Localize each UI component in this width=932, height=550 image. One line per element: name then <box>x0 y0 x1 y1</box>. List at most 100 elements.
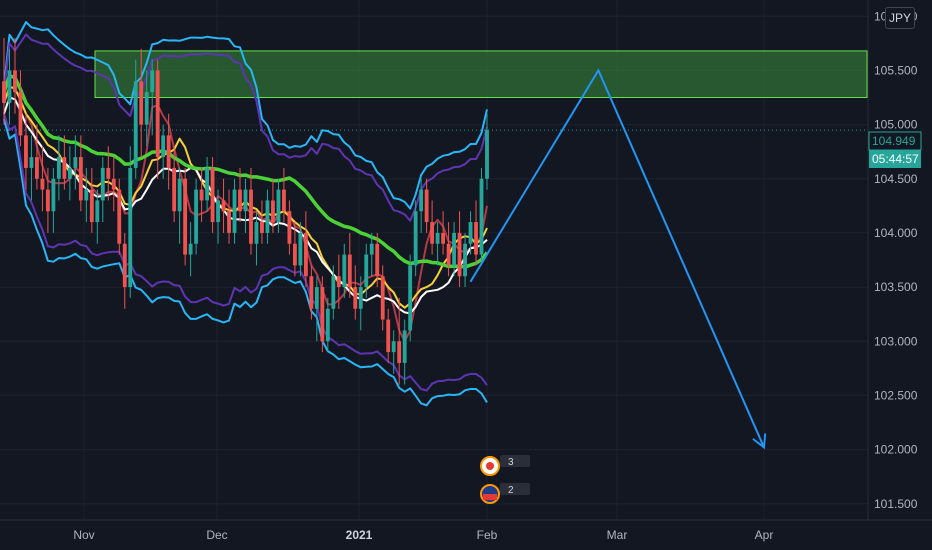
candle-body <box>413 211 418 266</box>
candle-body <box>342 254 347 288</box>
candle-body <box>479 178 484 255</box>
candle <box>419 178 424 233</box>
candle <box>133 59 138 179</box>
price-axis[interactable]: 106.000105.500105.000104.500104.000103.5… <box>874 9 918 511</box>
candle-body <box>24 135 28 168</box>
candle-body <box>238 189 242 212</box>
event-count-badge <box>500 455 530 467</box>
candle <box>238 167 242 223</box>
candle-body <box>276 189 281 223</box>
candle-body <box>325 308 330 342</box>
candle <box>51 167 56 233</box>
candle-body <box>221 200 226 212</box>
candle-body <box>243 189 248 212</box>
candle <box>62 135 67 190</box>
candle-body <box>314 287 319 309</box>
candles <box>2 37 489 385</box>
candle <box>260 200 264 244</box>
event-count-badge <box>500 483 530 495</box>
candle <box>474 200 478 266</box>
candle <box>364 243 369 298</box>
candle <box>18 70 23 147</box>
candle <box>100 157 105 223</box>
candle <box>402 319 407 385</box>
candle-body <box>380 276 385 320</box>
resistance-zone[interactable] <box>94 50 868 98</box>
candle <box>95 189 100 244</box>
candle <box>342 243 347 298</box>
candle <box>485 113 489 190</box>
candle-body <box>150 70 155 93</box>
time-tick-label: Feb <box>477 528 498 542</box>
time-axis[interactable]: Nov Dec 2021 Feb Mar Apr <box>73 528 773 542</box>
candle <box>468 211 473 255</box>
candle <box>35 124 39 190</box>
candle-body <box>67 167 72 179</box>
candle-body <box>40 178 45 190</box>
candle <box>298 222 303 277</box>
candle-body <box>265 200 270 233</box>
event-jp[interactable]: 3 <box>480 455 530 476</box>
candle-body <box>320 287 325 342</box>
candle-body <box>391 341 396 353</box>
candle-body <box>106 167 111 179</box>
candle-body <box>117 189 122 244</box>
candle <box>386 308 391 363</box>
time-tick-label: 2021 <box>346 528 373 542</box>
candle <box>452 222 456 277</box>
band-purple-upper <box>3 33 488 222</box>
candle <box>265 189 270 244</box>
candle <box>325 297 330 353</box>
candle-body <box>73 157 78 168</box>
band-line <box>3 33 488 222</box>
event-us[interactable]: 2 <box>480 483 530 504</box>
candle <box>199 167 204 223</box>
candle-body <box>303 232 308 277</box>
candle-body <box>216 200 220 223</box>
candle <box>117 178 122 255</box>
candle <box>292 222 297 277</box>
candle-body <box>441 232 446 244</box>
price-tick-label: 105.000 <box>874 118 918 132</box>
candle-body <box>369 243 374 255</box>
candle-body <box>254 222 259 244</box>
economic-events[interactable]: 3 2 <box>480 455 530 504</box>
currency-badge[interactable]: JPY <box>885 7 915 29</box>
candle-body <box>260 222 264 233</box>
candle-body <box>172 167 177 212</box>
candle-body <box>7 70 12 103</box>
candle-body <box>177 178 182 212</box>
candle-body <box>463 243 467 277</box>
candle-body <box>281 189 286 212</box>
candle-body <box>309 276 314 309</box>
band-line <box>3 21 488 210</box>
candle <box>210 157 215 233</box>
candle <box>205 157 210 212</box>
arrow-head-icon <box>752 433 767 450</box>
candle <box>188 222 193 277</box>
moving-average-green <box>2 74 489 269</box>
candle-body <box>298 232 303 266</box>
candle-body <box>133 81 138 168</box>
candle-body <box>336 276 341 288</box>
candle-body <box>35 157 39 179</box>
projection-path[interactable] <box>469 68 767 450</box>
projection-line <box>469 68 765 448</box>
price-tick-label: 105.500 <box>874 63 918 77</box>
candle-body <box>452 232 456 266</box>
candle-body <box>18 92 23 136</box>
candle-body <box>435 232 440 244</box>
candle-body <box>100 167 105 201</box>
candle-body <box>227 211 231 233</box>
price-tick-label: 102.000 <box>874 443 918 457</box>
candle-body <box>358 287 363 309</box>
candle-body <box>446 243 451 266</box>
ma-line <box>2 74 489 269</box>
candle-body <box>249 189 253 244</box>
candle <box>430 200 435 255</box>
candle <box>413 200 418 277</box>
candle-body <box>122 243 127 288</box>
price-tick-label: 103.000 <box>874 334 918 348</box>
time-tick-label: Nov <box>73 528 94 542</box>
